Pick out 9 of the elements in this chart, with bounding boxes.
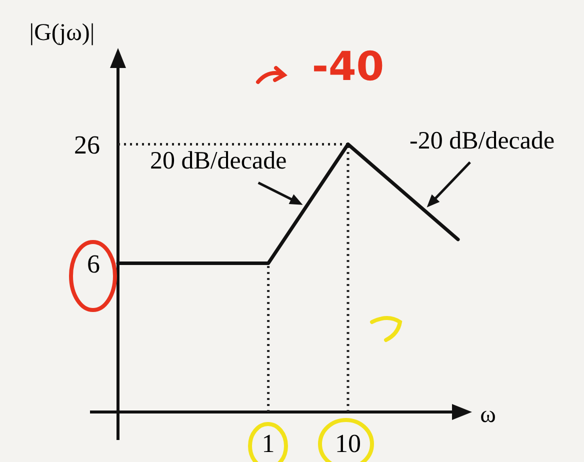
annotation: -40 [312,44,384,90]
annotation: -20 dB/decade [410,127,555,154]
y-tick-label: 6 [87,249,100,278]
x-tick-label: 1 [262,429,275,458]
y-tick-label: 26 [74,130,100,160]
x-axis-title: ω [480,402,496,428]
annotation: 20 dB/decade [150,148,287,175]
y-axis-title: |G(jω)| [29,20,95,46]
x-tick-label: 10 [335,429,362,458]
